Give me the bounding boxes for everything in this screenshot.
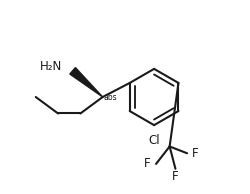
Text: abs: abs (104, 94, 117, 102)
Text: H₂N: H₂N (40, 60, 62, 74)
Polygon shape (70, 68, 103, 97)
Text: F: F (172, 170, 179, 183)
Text: Cl: Cl (148, 134, 160, 147)
Text: F: F (192, 147, 198, 160)
Text: F: F (144, 157, 150, 171)
